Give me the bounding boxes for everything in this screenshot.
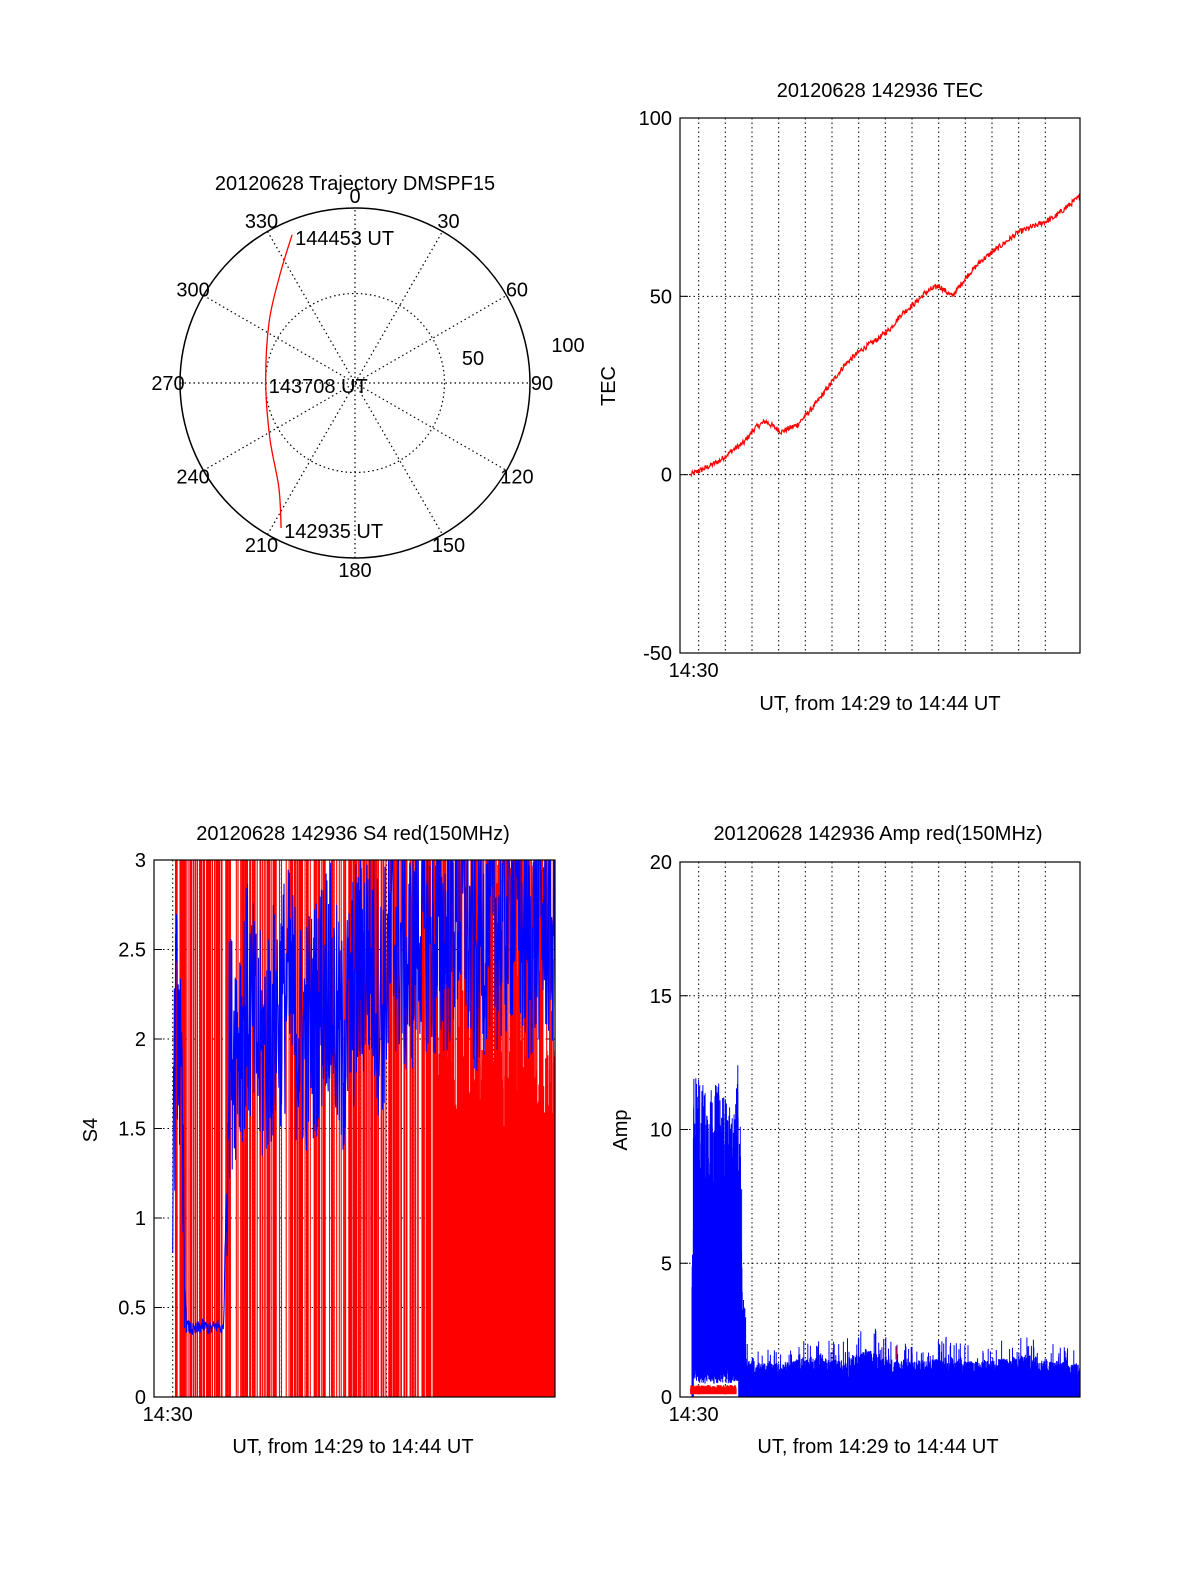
polar-radial-label: 100 <box>551 335 584 357</box>
polar-title: 20120628 Trajectory DMSPF15 <box>215 173 495 195</box>
y-tick-label: 50 <box>650 286 672 308</box>
trajectory-annotation: 142935 UT <box>284 521 383 543</box>
amp-blue-trace <box>691 1065 1081 1397</box>
polar-labels: 0 30 60 90 120 150 180 210 240 270 300 330 50 100 1444… <box>151 186 584 582</box>
polar-angle-label: 60 <box>506 280 528 302</box>
y-tick-label: 0 <box>661 1387 672 1409</box>
plot-frame <box>153 859 556 1398</box>
tec-series-line <box>690 193 1081 478</box>
y-tick-label: 5 <box>661 1253 672 1275</box>
trajectory-line <box>265 234 293 529</box>
tec-plot-area: -50 0 50 100 14:30 <box>639 108 1081 682</box>
amp-xlabel: UT, from 14:29 to 14:44 UT <box>757 1436 998 1458</box>
y-tick-label: -50 <box>643 643 672 665</box>
y-tick-label: 0.5 <box>118 1298 146 1320</box>
s4-panel: 20120628 142936 S4 red(150MHz) S4 UT, fr… <box>80 823 556 1458</box>
amp-ylabel: Amp <box>610 1109 632 1150</box>
trajectory-annotation: 143708 UT <box>269 376 368 398</box>
polar-angle-label: 90 <box>531 373 553 395</box>
y-tick-label: 0 <box>135 1387 146 1409</box>
amp-title: 20120628 142936 Amp red(150MHz) <box>713 823 1042 845</box>
y-tick-label: 10 <box>650 1120 672 1142</box>
polar-grid <box>179 207 531 559</box>
amp-panel: 20120628 142936 Amp red(150MHz) Amp UT, … <box>610 823 1081 1458</box>
plot-frame <box>679 117 1081 654</box>
tec-xlabel: UT, from 14:29 to 14:44 UT <box>759 693 1000 715</box>
tec-ylabel: TEC <box>598 366 620 406</box>
s4-blue-line <box>172 860 555 1336</box>
y-tick-label: 100 <box>639 108 672 130</box>
tec-panel: 20120628 142936 TEC TEC UT, from 14:29 t… <box>598 80 1081 715</box>
polar-angle-label: 150 <box>432 535 465 557</box>
s4-ylabel: S4 <box>80 1118 102 1142</box>
polar-angle-label: 0 <box>349 186 360 208</box>
polar-angle-label: 210 <box>245 535 278 557</box>
polar-trajectory-panel: 20120628 Trajectory DMSPF15 0 30 60 90 120 15… <box>151 173 584 582</box>
plot-frame <box>679 861 1081 1398</box>
y-tick-label: 15 <box>650 986 672 1008</box>
tec-title: 20120628 142936 TEC <box>777 80 983 102</box>
y-tick-label: 2.5 <box>118 940 146 962</box>
polar-series <box>265 234 293 529</box>
s4-title: 20120628 142936 S4 red(150MHz) <box>196 823 510 845</box>
polar-angle-label: 180 <box>338 560 371 582</box>
polar-angle-label: 30 <box>437 211 459 233</box>
y-tick-label: 1 <box>135 1208 146 1230</box>
s4-xlabel: UT, from 14:29 to 14:44 UT <box>232 1436 473 1458</box>
polar-angle-label: 300 <box>176 280 209 302</box>
y-tick-label: 2 <box>135 1029 146 1051</box>
polar-angle-label: 120 <box>500 467 533 489</box>
amp-plot-area: 0 5 10 15 20 14:30 <box>650 852 1081 1426</box>
y-tick-label: 3 <box>135 850 146 872</box>
y-tick-label: 0 <box>661 465 672 487</box>
x-tick-label: 14:30 <box>669 1404 719 1426</box>
polar-angle-label: 240 <box>176 467 209 489</box>
s4-series-group <box>172 860 555 1397</box>
y-tick-label: 1.5 <box>118 1119 146 1141</box>
polar-angle-label: 330 <box>245 211 278 233</box>
s4-plot-area: 0 0.5 1 1.5 2 2.5 3 14:30 <box>118 850 556 1426</box>
y-tick-label: 20 <box>650 852 672 874</box>
x-tick-label: 14:30 <box>669 660 719 682</box>
amp-red-trace <box>690 1346 897 1395</box>
polar-radial-label: 50 <box>462 348 484 370</box>
trajectory-annotation: 144453 UT <box>295 228 394 250</box>
polar-angle-label: 270 <box>151 373 184 395</box>
x-tick-label: 14:30 <box>143 1404 193 1426</box>
